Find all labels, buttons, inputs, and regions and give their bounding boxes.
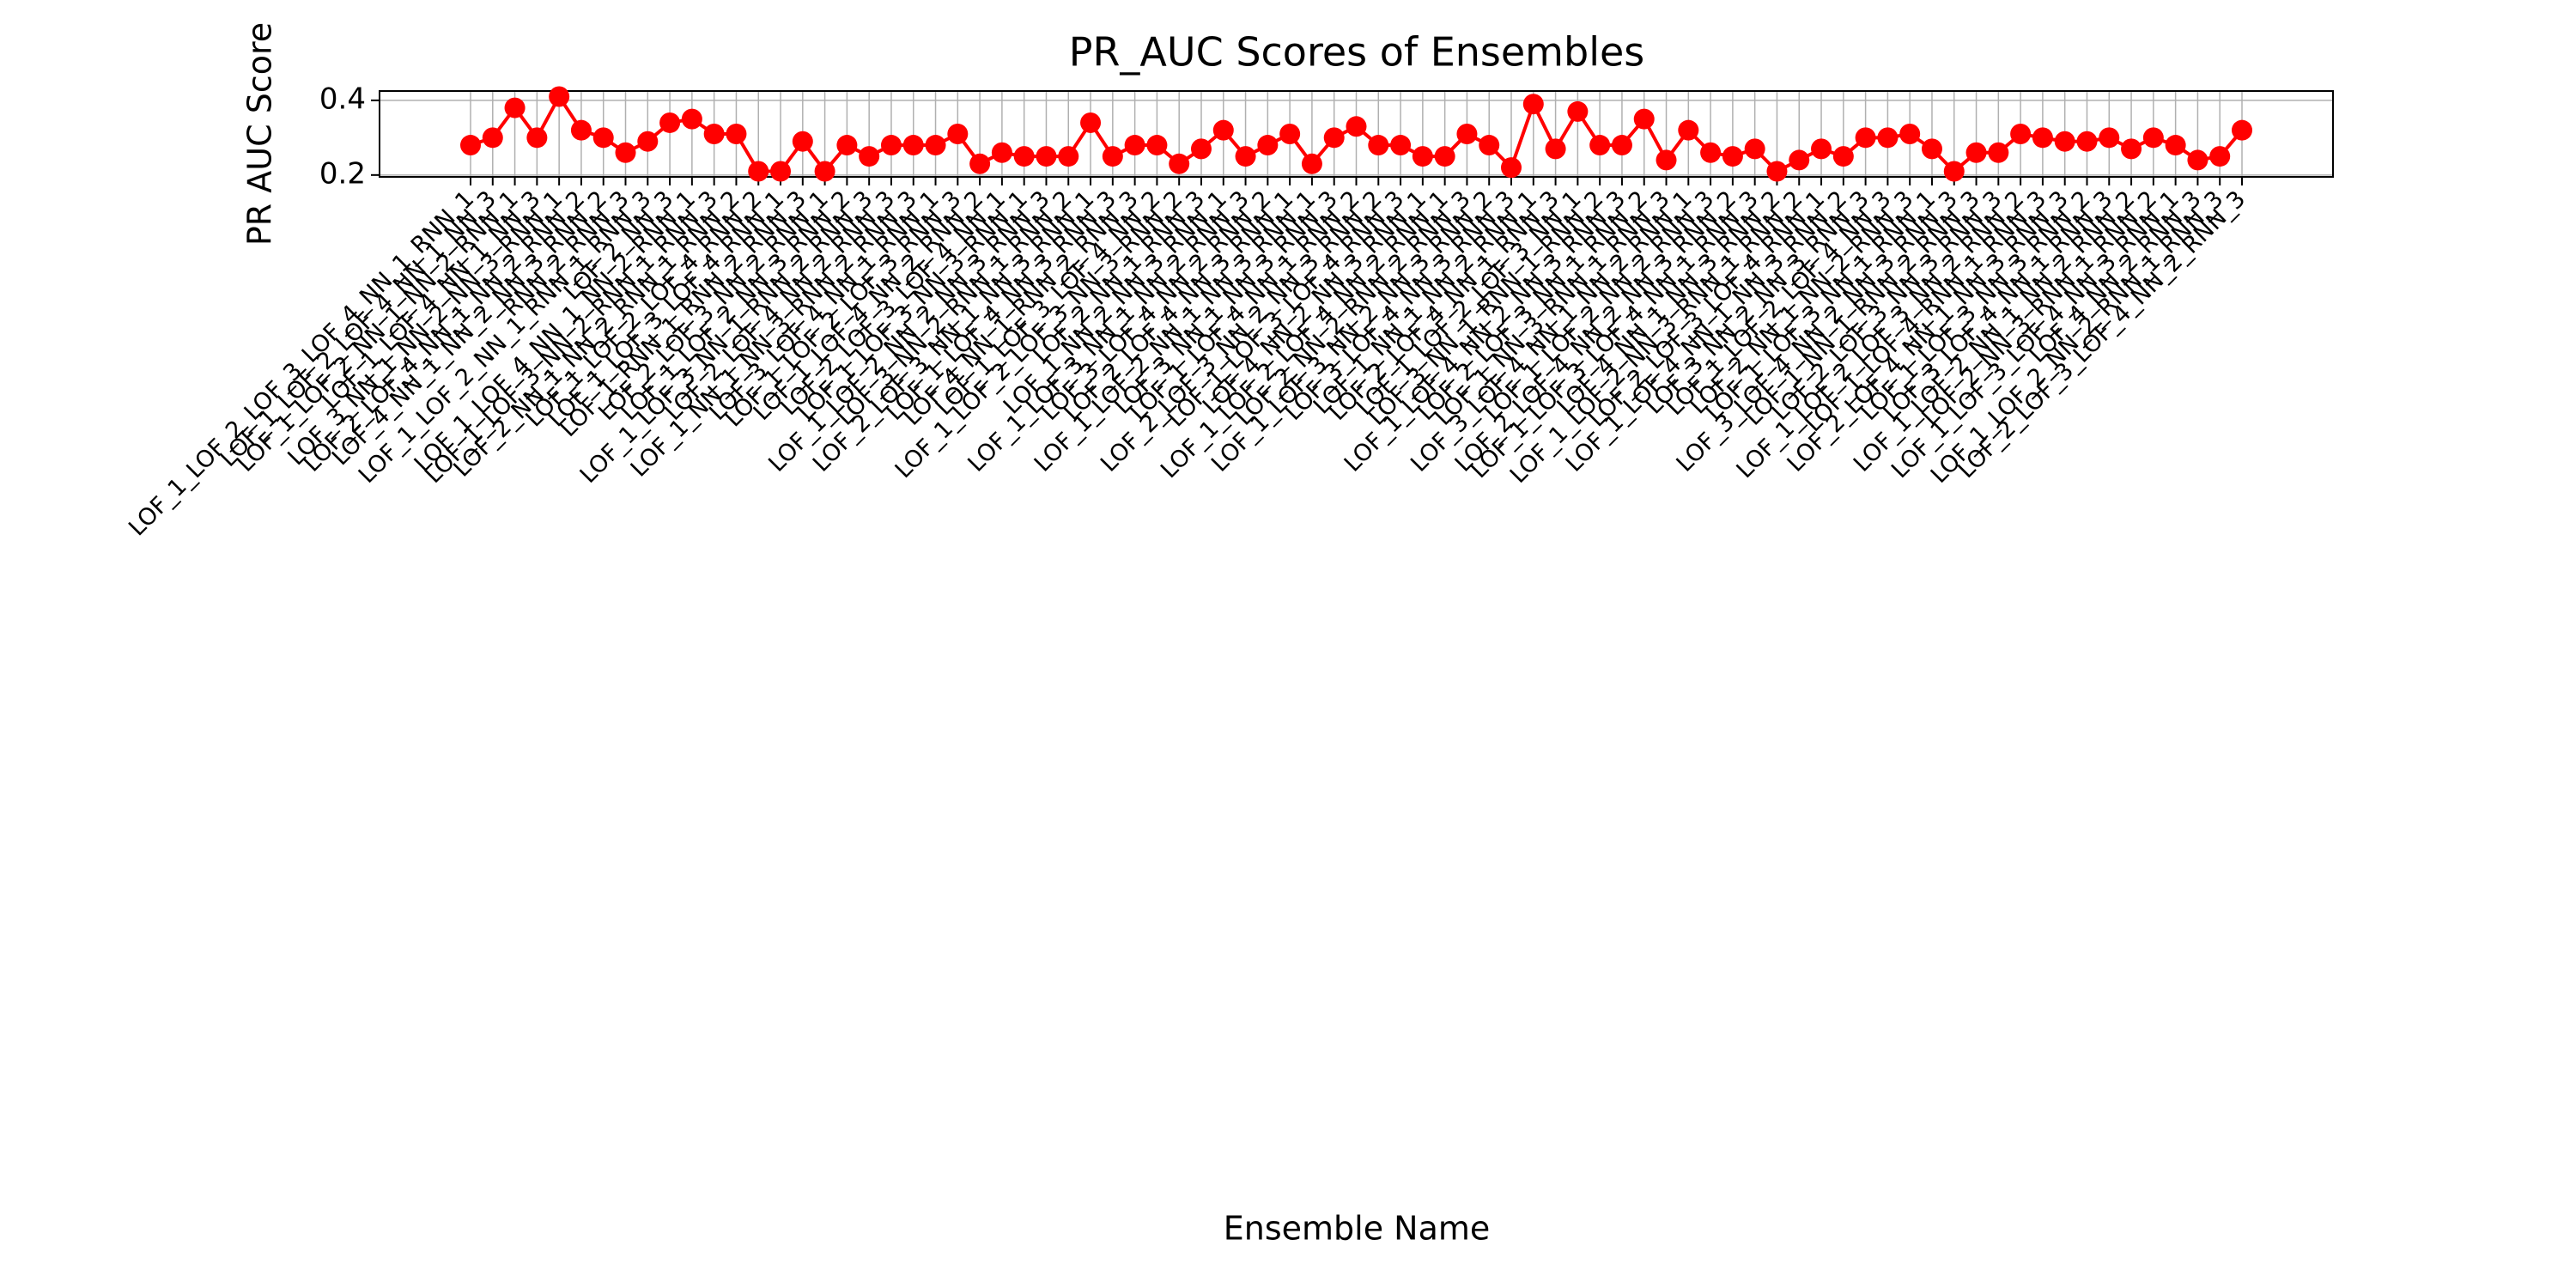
data-point [1567, 100, 1589, 122]
data-point [1434, 146, 1455, 167]
data-point [1943, 161, 1965, 182]
data-point [836, 135, 858, 156]
data-point [1146, 135, 1168, 156]
data-point [1279, 124, 1301, 144]
data-point [504, 97, 526, 118]
data-point [925, 135, 946, 156]
data-point [1678, 119, 1699, 141]
x-axis-label: Ensemble Name [1224, 1210, 1491, 1248]
data-point [1811, 138, 1832, 160]
data-point [1545, 138, 1566, 160]
data-point [1656, 149, 1677, 171]
data-point [1346, 116, 1367, 137]
data-point [2165, 135, 2186, 156]
data-point [1169, 153, 1190, 174]
data-point [1766, 161, 1788, 182]
data-point [1501, 157, 1522, 179]
data-point [1013, 146, 1035, 167]
data-point [1611, 135, 1632, 156]
data-point [2010, 124, 2032, 144]
data-point [726, 124, 747, 144]
data-point [1124, 135, 1145, 156]
data-point [2209, 146, 2231, 167]
data-point [859, 146, 880, 167]
data-point [1301, 153, 1322, 174]
data-point [526, 127, 548, 149]
data-point [1235, 146, 1256, 167]
data-point [1479, 135, 1500, 156]
data-point [1080, 112, 1102, 133]
data-point [482, 127, 503, 149]
data-point [991, 142, 1012, 163]
data-point [2054, 131, 2075, 152]
data-point [637, 131, 659, 152]
data-point [2232, 119, 2252, 141]
data-point [1633, 108, 1655, 130]
data-point [1456, 124, 1478, 144]
data-point [1589, 135, 1611, 156]
data-point [792, 131, 813, 152]
data-point [1700, 142, 1722, 163]
data-point [2121, 138, 2142, 160]
data-point [2076, 131, 2098, 152]
data-point [460, 135, 481, 156]
data-point [2187, 149, 2208, 171]
data-point [1744, 138, 1765, 160]
data-point [814, 161, 835, 182]
data-point [748, 161, 769, 182]
data-point [592, 127, 614, 149]
data-point [570, 119, 592, 141]
data-point [1257, 135, 1279, 156]
data-point [2142, 127, 2164, 149]
data-point [549, 86, 570, 107]
data-point [1036, 146, 1057, 167]
data-point [1522, 94, 1544, 115]
data-point [902, 135, 924, 156]
data-point [1323, 127, 1345, 149]
data-point [1965, 142, 1987, 163]
data-point [703, 124, 725, 144]
data-point [1899, 124, 1921, 144]
data-point [2099, 127, 2120, 149]
data-point [1855, 127, 1876, 149]
data-point [1190, 138, 1212, 160]
data-point [681, 108, 702, 130]
data-point [1789, 149, 1810, 171]
data-point [1877, 127, 1899, 149]
data-point [1412, 146, 1433, 167]
data-point [947, 124, 969, 144]
data-point [659, 112, 681, 133]
plot-frame [379, 90, 2334, 178]
data-point [1368, 135, 1389, 156]
data-point [770, 161, 792, 182]
y-tick-label: 0.2 [319, 156, 366, 191]
data-point [1102, 146, 1123, 167]
data-point [1988, 142, 2009, 163]
y-axis-label: PR AUC Score [241, 22, 279, 246]
data-point [1212, 119, 1234, 141]
data-point [615, 142, 636, 163]
data-point [1390, 135, 1412, 156]
chart-title: PR_AUC Scores of Ensembles [1069, 29, 1645, 76]
data-point [1722, 146, 1743, 167]
data-point [2032, 127, 2053, 149]
data-point [1058, 146, 1079, 167]
data-point [1921, 138, 1942, 160]
y-tick-label: 0.4 [319, 82, 366, 116]
data-point [880, 135, 902, 156]
data-point [1832, 146, 1854, 167]
data-point [969, 153, 991, 174]
